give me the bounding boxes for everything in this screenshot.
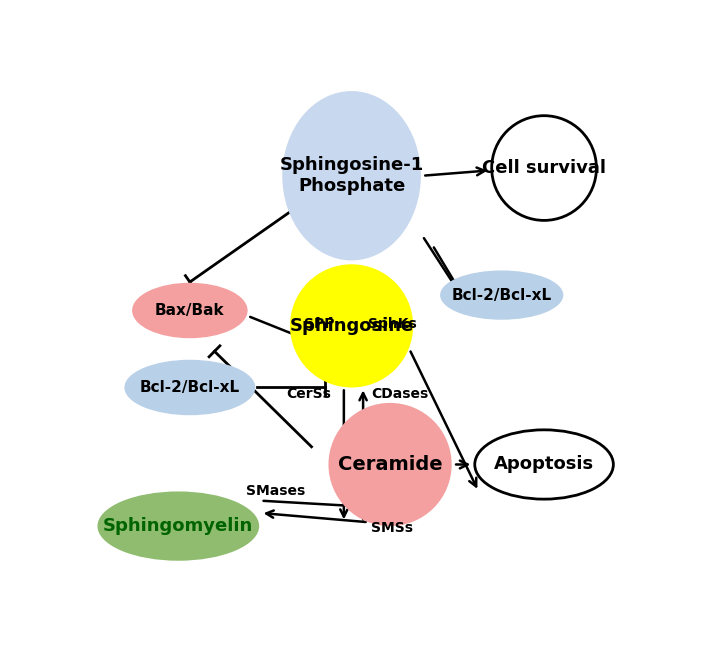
Text: Sphingomyelin: Sphingomyelin: [103, 517, 253, 535]
FancyArrowPatch shape: [456, 461, 467, 468]
Text: Apoptosis: Apoptosis: [494, 455, 594, 474]
FancyArrowPatch shape: [266, 510, 366, 522]
Text: SMSs: SMSs: [371, 521, 413, 535]
Text: Cell survival: Cell survival: [482, 159, 606, 177]
Ellipse shape: [125, 359, 256, 415]
Text: SPP: SPP: [304, 318, 334, 331]
FancyArrowPatch shape: [434, 247, 464, 298]
FancyArrowPatch shape: [357, 270, 365, 384]
Text: Ceramide: Ceramide: [338, 455, 442, 474]
Ellipse shape: [282, 91, 421, 260]
FancyArrowPatch shape: [425, 167, 484, 176]
FancyArrowPatch shape: [263, 501, 363, 510]
Text: Sphingosine: Sphingosine: [289, 317, 414, 335]
Ellipse shape: [491, 115, 596, 220]
FancyArrowPatch shape: [424, 238, 456, 288]
Ellipse shape: [132, 283, 248, 338]
FancyArrowPatch shape: [360, 393, 367, 520]
Text: SMases: SMases: [246, 484, 306, 499]
Text: Bcl-2/Bcl-xL: Bcl-2/Bcl-xL: [140, 380, 240, 395]
FancyArrowPatch shape: [340, 390, 348, 517]
Text: Bcl-2/Bcl-xL: Bcl-2/Bcl-xL: [452, 287, 552, 302]
Ellipse shape: [97, 491, 259, 561]
Text: SphKs: SphKs: [368, 318, 417, 331]
Text: CerSs: CerSs: [287, 386, 332, 401]
Ellipse shape: [440, 270, 563, 319]
Text: Bax/Bak: Bax/Bak: [155, 303, 225, 318]
Ellipse shape: [474, 430, 613, 499]
FancyArrowPatch shape: [410, 352, 477, 487]
FancyArrowPatch shape: [250, 317, 320, 345]
FancyArrowPatch shape: [339, 267, 346, 382]
Text: Sphingosine-1
Phosphate: Sphingosine-1 Phosphate: [279, 156, 424, 195]
Text: CDases: CDases: [371, 386, 428, 401]
Ellipse shape: [329, 403, 452, 526]
Ellipse shape: [290, 264, 413, 388]
